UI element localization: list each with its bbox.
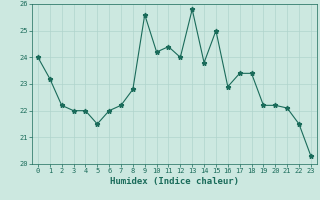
X-axis label: Humidex (Indice chaleur): Humidex (Indice chaleur) bbox=[110, 177, 239, 186]
